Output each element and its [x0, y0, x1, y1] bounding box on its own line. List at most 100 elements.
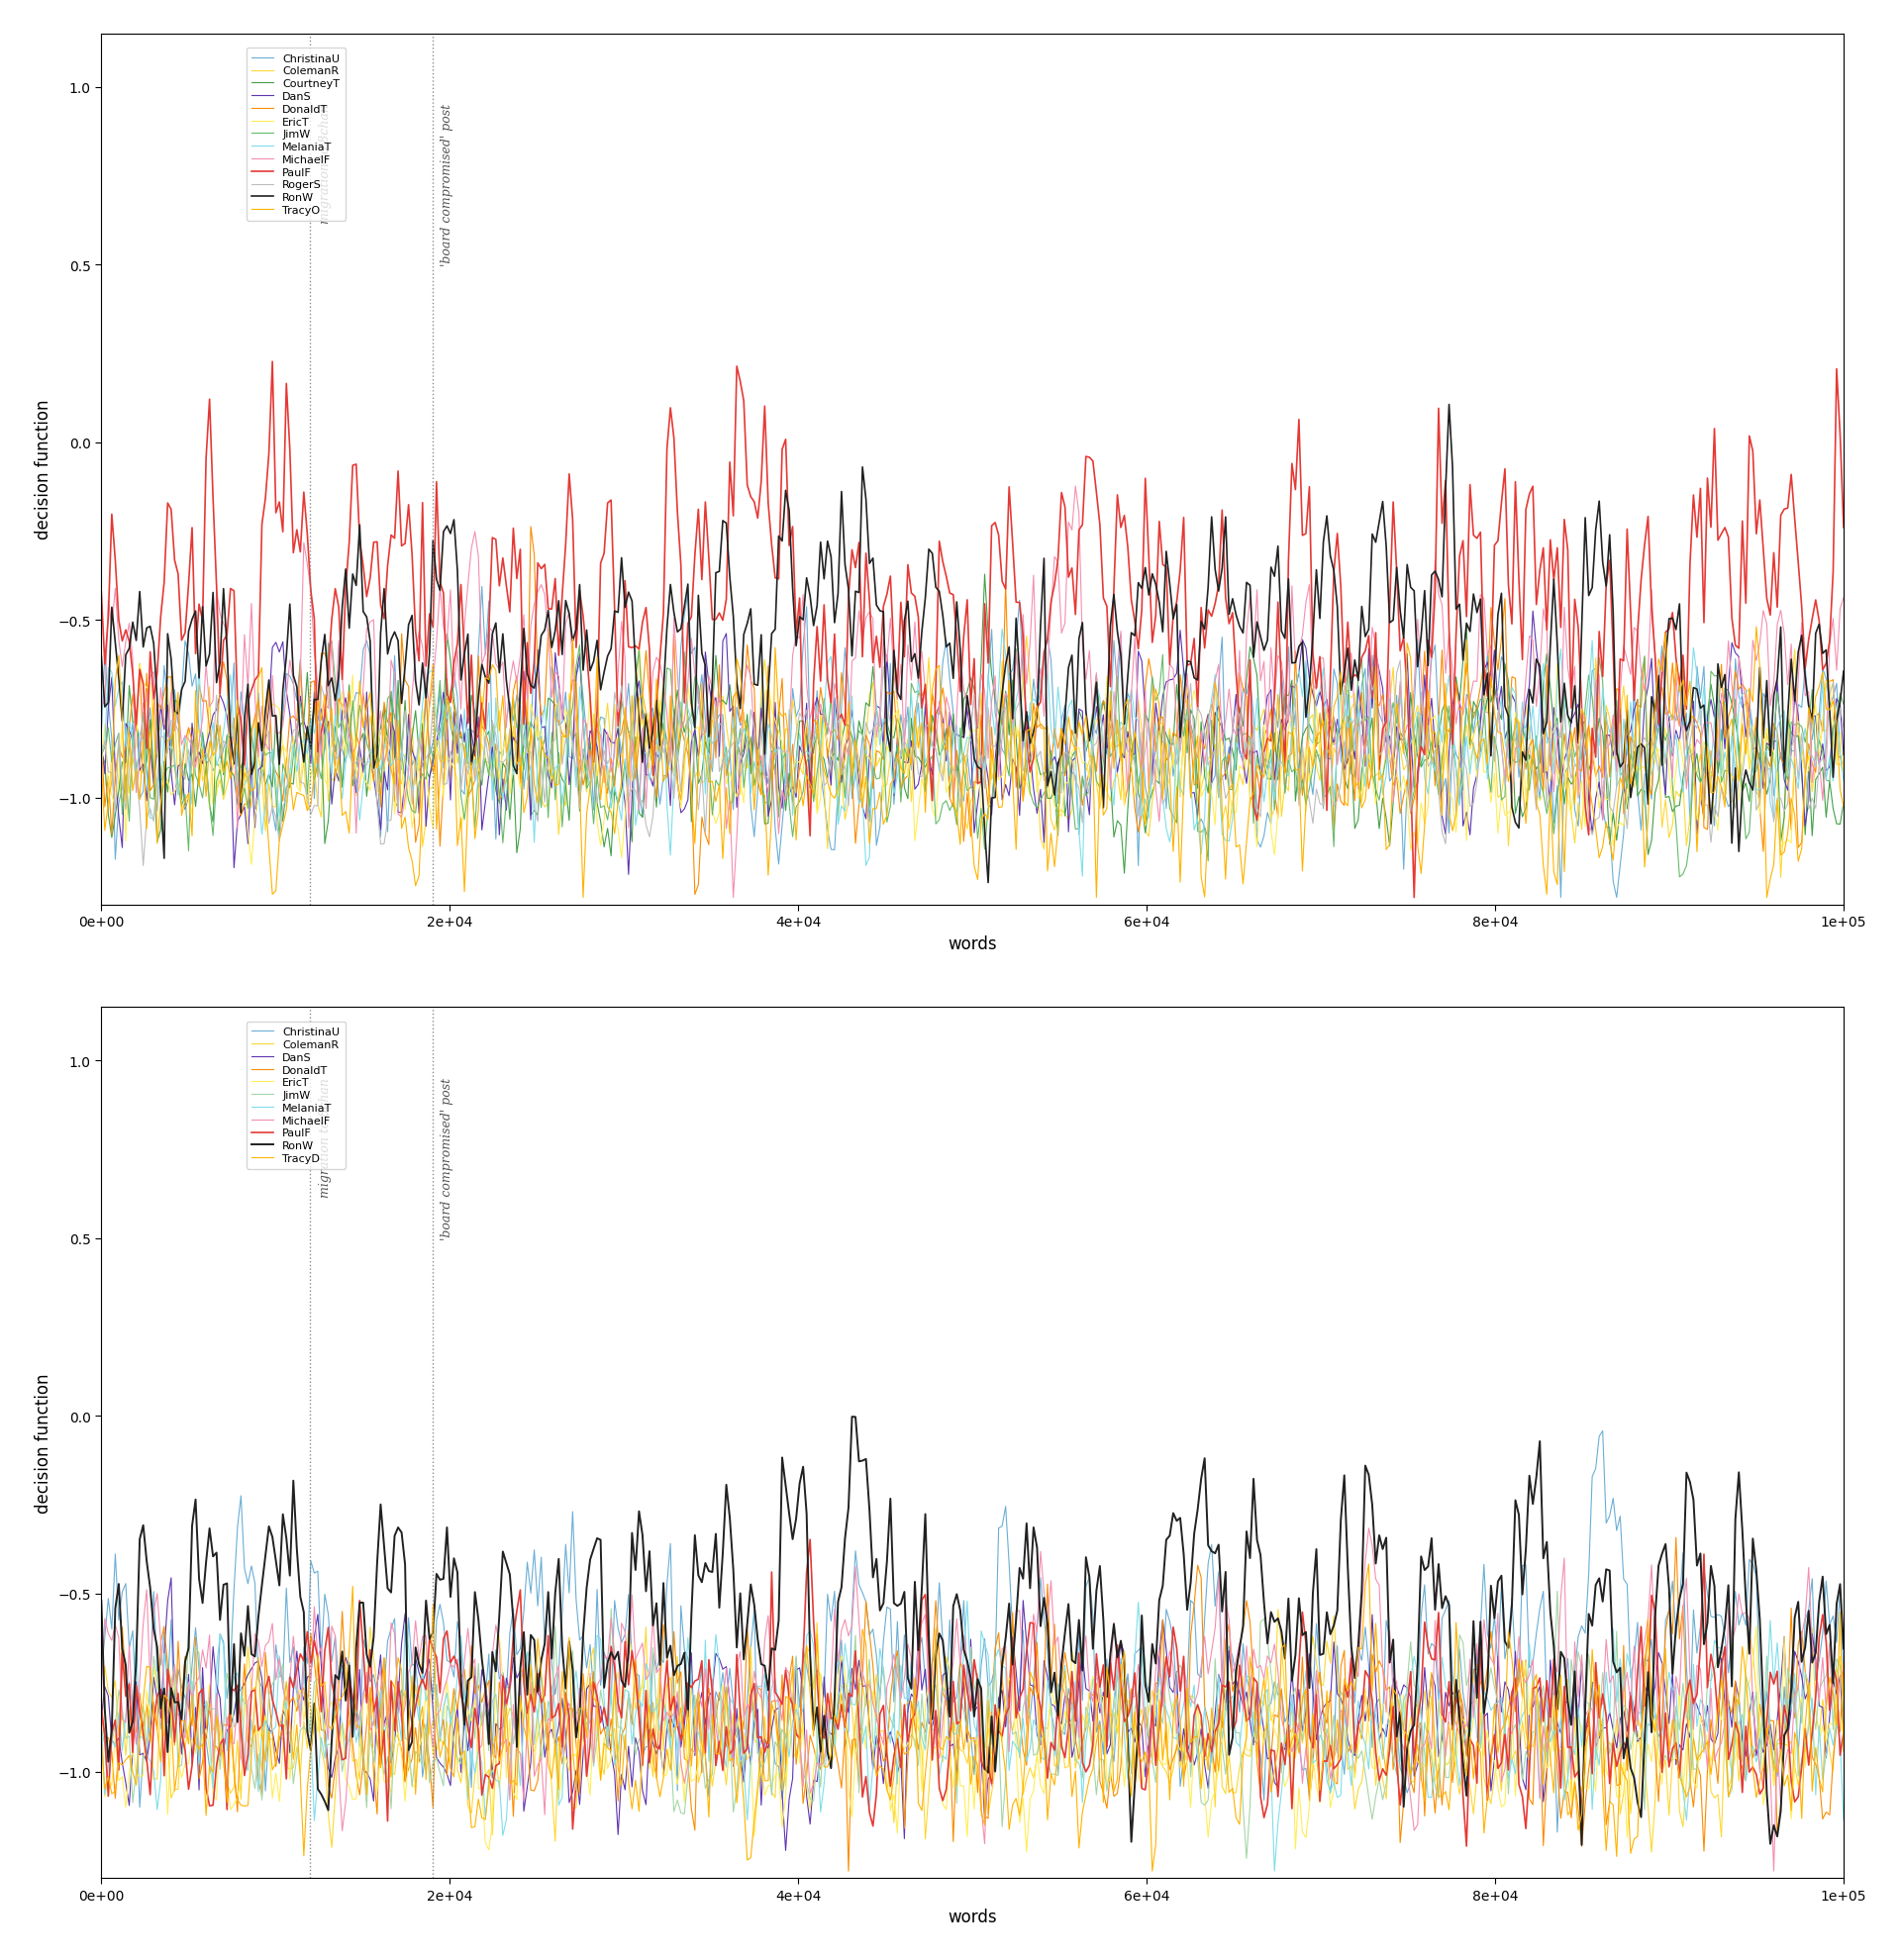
- ColemanR: [1641, 1840, 1663, 1864]
- EricT: [1521, 1668, 1544, 1691]
- EricT: [920, 798, 943, 821]
- RonW: [1131, 578, 1154, 602]
- ColemanR: [928, 741, 950, 764]
- TracyO: [1521, 739, 1544, 762]
- DonaldT: [931, 1682, 954, 1705]
- JimW: [321, 631, 344, 655]
- DanS: [1521, 600, 1544, 623]
- Line: MichaelF: MichaelF: [101, 486, 1844, 898]
- DanS: [1833, 1721, 1855, 1744]
- MichaelF: [89, 1682, 112, 1705]
- MichaelF: [1127, 1652, 1150, 1676]
- EricT: [1833, 1725, 1855, 1748]
- ChristinaU: [1833, 743, 1855, 766]
- EricT: [1015, 1840, 1038, 1864]
- MichaelF: [722, 886, 745, 909]
- RonW: [920, 1707, 943, 1731]
- MichaelF: [1065, 474, 1087, 498]
- ColemanR: [1127, 1709, 1150, 1733]
- EricT: [240, 853, 262, 876]
- ChristinaU: [918, 1701, 941, 1725]
- MelaniaT: [1525, 739, 1547, 762]
- MichaelF: [1133, 680, 1156, 704]
- EricT: [1745, 1615, 1768, 1639]
- MelaniaT: [1796, 743, 1819, 766]
- MelaniaT: [1070, 864, 1093, 888]
- MichaelF: [920, 751, 943, 774]
- ColemanR: [1796, 745, 1819, 768]
- Y-axis label: decision function: decision function: [34, 400, 51, 539]
- ColemanR: [1266, 1597, 1289, 1621]
- DonaldT: [684, 884, 707, 907]
- EricT: [1796, 759, 1819, 782]
- MelaniaT: [1133, 788, 1156, 811]
- ChristinaU: [1796, 1599, 1819, 1623]
- RonW: [1796, 694, 1819, 717]
- Text: 'board compromised' post: 'board compromised' post: [441, 104, 454, 267]
- PaulF: [798, 1529, 821, 1552]
- Line: PaulF: PaulF: [101, 1541, 1844, 1846]
- RogerS: [1131, 764, 1154, 788]
- Line: JimW: JimW: [101, 643, 1844, 878]
- TracyD: [1032, 1719, 1055, 1742]
- PaulF: [1796, 629, 1819, 653]
- DonaldT: [1133, 676, 1156, 700]
- JimW: [1546, 1580, 1568, 1603]
- PaulF: [1131, 1776, 1154, 1799]
- ChristinaU: [89, 723, 112, 747]
- JimW: [89, 1717, 112, 1740]
- ColemanR: [918, 647, 941, 670]
- DonaldT: [1525, 780, 1547, 804]
- DonaldT: [1040, 757, 1063, 780]
- CourtneyT: [918, 747, 941, 770]
- RonW: [918, 539, 941, 563]
- Text: migration to 8chan: migration to 8chan: [319, 104, 333, 223]
- MelaniaT: [1833, 768, 1855, 792]
- MelaniaT: [918, 741, 941, 764]
- RogerS: [89, 745, 112, 768]
- ChristinaU: [1032, 1607, 1055, 1631]
- MichaelF: [928, 1746, 950, 1770]
- CourtneyT: [1833, 792, 1855, 815]
- DanS: [1133, 1766, 1156, 1789]
- TracyD: [1141, 1860, 1163, 1884]
- JimW: [920, 745, 943, 768]
- EricT: [1036, 713, 1059, 737]
- PaulF: [1131, 598, 1154, 621]
- MelaniaT: [1525, 1697, 1547, 1721]
- ColemanR: [1770, 866, 1793, 890]
- EricT: [1131, 1776, 1154, 1799]
- Line: RonW: RonW: [101, 406, 1844, 884]
- PaulF: [920, 1748, 943, 1772]
- Line: JimW: JimW: [101, 1592, 1844, 1858]
- DanS: [931, 708, 954, 731]
- ChristinaU: [1833, 1660, 1855, 1684]
- Line: MelaniaT: MelaniaT: [101, 1601, 1844, 1872]
- TracyO: [920, 678, 943, 702]
- DonaldT: [836, 1860, 859, 1884]
- ChristinaU: [1521, 731, 1544, 755]
- ChristinaU: [1549, 886, 1572, 909]
- MelaniaT: [1262, 1860, 1285, 1884]
- DanS: [1525, 1684, 1547, 1707]
- RonW: [1521, 1492, 1544, 1515]
- TracyD: [1357, 1552, 1380, 1576]
- PaulF: [1036, 1766, 1059, 1789]
- DonaldT: [1036, 1572, 1059, 1595]
- DanS: [1036, 715, 1059, 739]
- PaulF: [1833, 1721, 1855, 1744]
- DanS: [89, 1707, 112, 1731]
- TracyD: [918, 1725, 941, 1748]
- RonW: [1525, 649, 1547, 672]
- DonaldT: [1833, 1650, 1855, 1674]
- RonW: [1437, 394, 1460, 417]
- ChristinaU: [931, 651, 954, 674]
- JimW: [1036, 776, 1059, 800]
- EricT: [931, 711, 954, 735]
- MelaniaT: [918, 1682, 941, 1705]
- TracyO: [1796, 696, 1819, 719]
- Legend: ChristinaU, ColemanR, DanS, DonaldT, EricT, JimW, MelaniaT, MichaelF, PaulF, Ron: ChristinaU, ColemanR, DanS, DonaldT, Eri…: [247, 1021, 346, 1168]
- Line: DonaldT: DonaldT: [101, 1539, 1844, 1872]
- DonaldT: [920, 1650, 943, 1674]
- MelaniaT: [928, 1764, 950, 1788]
